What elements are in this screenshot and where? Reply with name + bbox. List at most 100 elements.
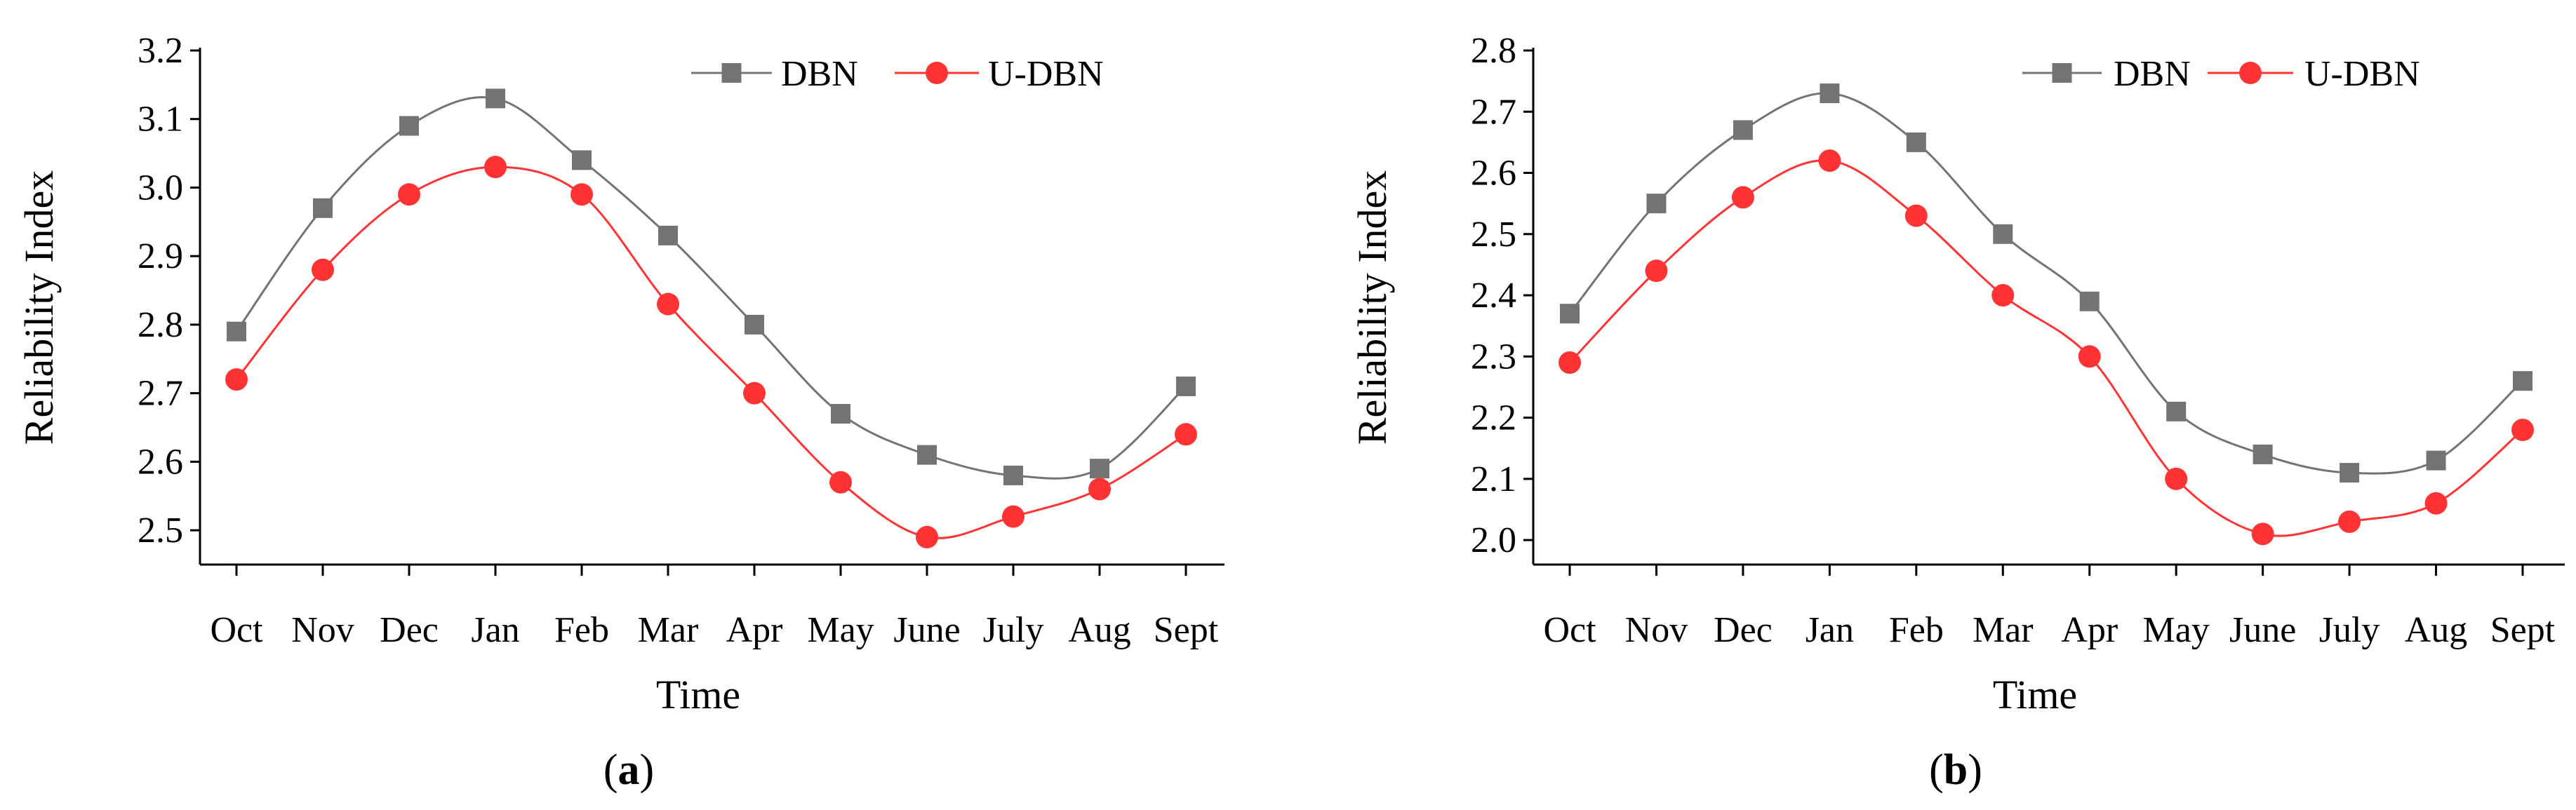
x-tick-label: July (983, 610, 1044, 650)
udbn-point (1904, 204, 1928, 227)
x-tick-label: June (2229, 610, 2296, 650)
y-tick-label: 2.1 (1471, 459, 1516, 499)
y-tick-label: 2.4 (1471, 276, 1516, 316)
dbn-point (1906, 132, 1926, 152)
udbn-point (2251, 522, 2274, 546)
dbn-point (1820, 83, 1840, 104)
caption-a: (a) (603, 746, 654, 794)
x-tick-label: Jan (471, 610, 519, 650)
dbn-point (2079, 291, 2100, 311)
y-axis-title: Reliability Index (16, 170, 62, 445)
x-axis-title: Time (656, 672, 740, 717)
udbn-point (2338, 510, 2361, 533)
chart-panel-a: 2.5 2.6 2.7 2.8 2.9 3.0 3.1 3.2 Oct Nov Dec Jan Feb M… (16, 31, 1224, 717)
dbn-point (1646, 194, 1667, 214)
x-tick-label: Aug (1068, 610, 1131, 650)
udbn-point (1175, 423, 1197, 446)
x-tick-label: Sept (1154, 610, 1219, 650)
dbn-point (1733, 120, 1753, 140)
y-tick-label: 2.0 (1471, 520, 1516, 560)
udbn-point (2511, 419, 2534, 442)
x-tick-label: May (2143, 610, 2210, 650)
x-tick-label: Oct (1543, 610, 1596, 650)
udbn-point (225, 368, 248, 391)
udbn-point (1991, 284, 2015, 307)
x-axis-title: Time (1993, 672, 2077, 717)
dbn-point (313, 198, 333, 218)
udbn-point (1002, 505, 1025, 528)
dbn-point (745, 314, 764, 335)
x-tick-label: Dec (380, 610, 439, 650)
legend-label-dbn: DBN (2114, 54, 2191, 94)
y-tick-label: 3.2 (138, 31, 183, 71)
series-line-dbn (235, 96, 1187, 480)
dbn-point (486, 88, 505, 109)
x-tick-label: July (2319, 610, 2380, 650)
udbn-point (743, 382, 766, 405)
y-tick-label: 2.5 (1471, 215, 1516, 255)
y-tick-label: 2.8 (1471, 31, 1516, 71)
udbn-point (484, 156, 507, 179)
x-tick-label: June (893, 610, 960, 650)
legend-label-udbn: U-DBN (988, 54, 1104, 94)
legend-marker-dbn (2052, 63, 2072, 83)
dbn-point (2166, 401, 2187, 421)
y-tick-label: 3.0 (138, 168, 183, 208)
legend-label-udbn: U-DBN (2304, 54, 2420, 94)
y-tick-label: 2.7 (1471, 92, 1516, 132)
dbn-point (1003, 465, 1023, 485)
udbn-point (916, 525, 938, 548)
udbn-point (2165, 467, 2188, 490)
udbn-point (1818, 149, 1841, 173)
udbn-point (1559, 351, 1581, 374)
x-tick-label: Sept (2490, 610, 2556, 650)
y-tick-label: 2.3 (1471, 337, 1516, 377)
x-tick-label: Mar (1973, 610, 2034, 650)
dbn-point (658, 225, 678, 245)
udbn-point (312, 258, 334, 281)
x-tick-label: Dec (1714, 610, 1773, 650)
legend-label-dbn: DBN (781, 54, 858, 94)
dbn-point (2253, 444, 2273, 464)
y-tick-label: 2.2 (1471, 398, 1516, 438)
x-tick-label: Aug (2405, 610, 2468, 650)
x-tick-label: May (807, 610, 874, 650)
chart-panel-b: 2.0 2.1 2.2 2.3 2.4 2.5 2.6 2.7 2.8 Oct Nov Dec Jan F… (1349, 31, 2565, 717)
x-tick-label: Apr (2061, 610, 2118, 650)
udbn-point (2424, 492, 2448, 515)
dbn-point (917, 445, 937, 465)
udbn-point (570, 183, 593, 206)
y-tick-label: 2.6 (138, 442, 183, 482)
x-tick-label: Nov (1625, 610, 1688, 650)
series-line-u-dbn (1568, 159, 2523, 537)
x-tick-label: Feb (554, 610, 609, 650)
x-tick-label: Nov (291, 610, 354, 650)
dbn-point (572, 150, 592, 170)
series-line-dbn (1568, 92, 2524, 475)
dbn-point (1090, 459, 1109, 479)
udbn-point (657, 292, 679, 316)
caption-b: (b) (1929, 746, 1982, 794)
y-tick-label: 2.5 (138, 511, 183, 551)
udbn-point (829, 471, 852, 494)
dbn-point (227, 321, 246, 342)
dbn-point (1993, 224, 2013, 244)
x-tick-label: Jan (1806, 610, 1854, 650)
y-tick-label: 2.9 (138, 236, 183, 276)
x-tick-label: Oct (210, 610, 263, 650)
dbn-point (399, 116, 419, 136)
dbn-point (2340, 463, 2360, 483)
legend-marker-dbn (721, 63, 742, 83)
x-tick-label: Feb (1889, 610, 1944, 650)
legend-marker-udbn (2239, 62, 2262, 84)
dbn-point (1176, 376, 1196, 396)
udbn-point (398, 183, 420, 206)
series-line-u-dbn (235, 166, 1187, 539)
udbn-point (1088, 478, 1111, 501)
udbn-point (2078, 345, 2101, 368)
dbn-point (2426, 450, 2446, 471)
x-tick-label: Mar (638, 610, 699, 650)
y-axis-title: Reliability Index (1349, 170, 1395, 445)
udbn-point (1645, 259, 1668, 283)
